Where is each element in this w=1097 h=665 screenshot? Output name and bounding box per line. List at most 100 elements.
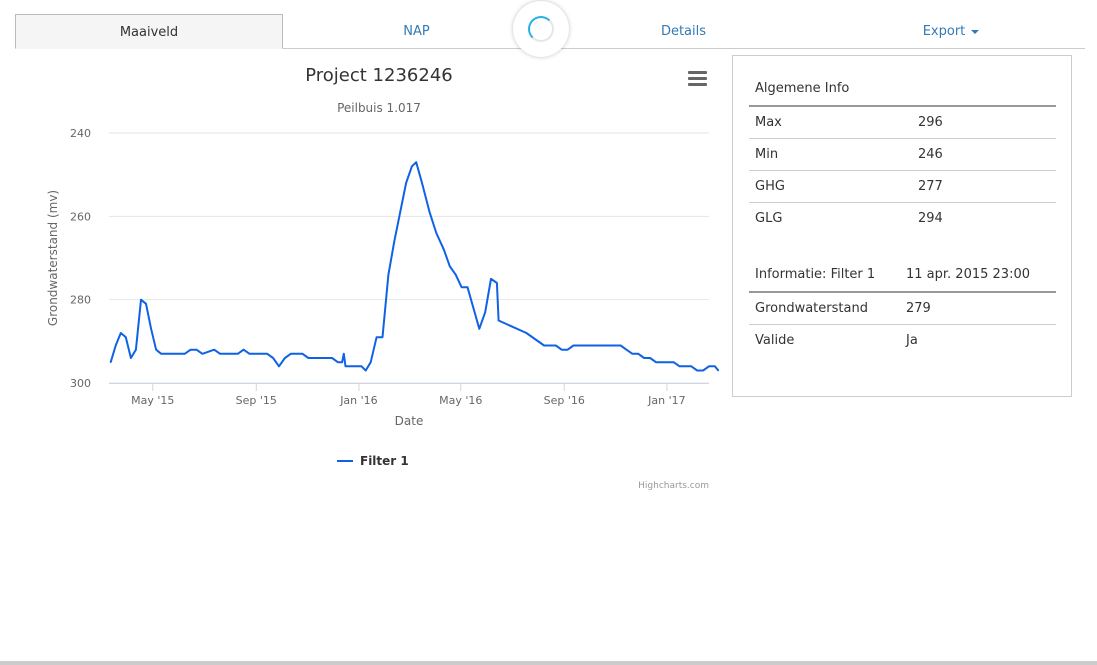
data-point [643, 357, 645, 359]
tab-export[interactable]: Export [817, 14, 1085, 48]
data-point [649, 357, 651, 359]
y-tick-label: 260 [70, 210, 91, 223]
data-point [120, 332, 122, 334]
tab-bar: Maaiveld NAP Details Export [15, 14, 1085, 49]
data-point [130, 357, 132, 359]
data-point [360, 365, 363, 368]
info-row-glg: GLG 294 [749, 203, 1056, 235]
info-label: GHG [749, 170, 912, 203]
data-point [555, 344, 557, 347]
data-point [661, 361, 663, 364]
data-point [160, 353, 162, 355]
data-point [231, 353, 233, 355]
data-point [278, 365, 280, 368]
data-point [266, 353, 268, 355]
data-point [290, 353, 292, 355]
y-tick-label: 240 [70, 127, 91, 140]
x-axis-title: Date [395, 414, 424, 428]
y-axis-title: Grondwaterstand (mv) [46, 190, 60, 326]
data-point [341, 361, 343, 364]
info-value: Ja [906, 333, 918, 348]
data-point [428, 211, 431, 213]
filter-row-grondwaterstand: Grondwaterstand 279 [749, 292, 1056, 325]
data-point [189, 348, 192, 351]
bottom-border [0, 661, 1097, 665]
data-point [496, 282, 498, 284]
data-point [449, 265, 451, 268]
data-point [525, 332, 528, 334]
groundwater-chart: Project 1236246 Peilbuis 1.017 240 260 280 30… [46, 65, 720, 491]
data-point [219, 353, 221, 355]
data-point [484, 311, 487, 313]
tab-details[interactable]: Details [660, 24, 707, 39]
info-row-max: Max 296 [749, 106, 1056, 139]
data-point [369, 361, 372, 364]
data-point [454, 273, 457, 276]
data-point [690, 365, 693, 368]
data-point [560, 348, 563, 351]
data-point [543, 344, 545, 347]
x-tick-label: May '16 [439, 394, 482, 407]
data-point [572, 344, 575, 347]
data-point [655, 361, 657, 364]
data-point [478, 328, 481, 330]
data-point [637, 353, 640, 355]
data-point [435, 232, 438, 234]
data-point [443, 248, 445, 251]
x-tick-label: May '15 [131, 394, 174, 407]
info-value: 246 [912, 138, 1056, 171]
filter-info-table: Informatie: Filter 1 11 apr. 2015 23:00 … [749, 258, 1056, 356]
data-point [155, 348, 157, 351]
data-point [387, 273, 390, 276]
data-point [466, 286, 469, 288]
data-point [460, 286, 463, 288]
data-point [696, 369, 698, 372]
data-point [301, 353, 304, 355]
data-point [272, 357, 274, 359]
tab-nap[interactable]: NAP [403, 24, 430, 39]
chart-title: Project 1236246 [305, 65, 452, 86]
data-point [135, 348, 137, 351]
data-point [201, 353, 204, 355]
data-point [393, 240, 396, 243]
data-point [714, 365, 716, 368]
data-point [472, 307, 475, 309]
x-tick-label: Sep '16 [544, 394, 585, 407]
data-point [183, 353, 186, 355]
data-point [497, 319, 500, 322]
data-point [364, 369, 367, 372]
tab-maaiveld[interactable]: Maaiveld [15, 14, 283, 49]
data-point [678, 365, 681, 368]
info-label: GLG [755, 211, 783, 226]
chart-subtitle: Peilbuis 1.017 [337, 101, 421, 115]
data-point [260, 353, 263, 355]
hamburger-icon[interactable] [688, 71, 707, 86]
data-point [702, 369, 704, 372]
data-point [411, 165, 413, 168]
data-point [150, 328, 152, 330]
data-point [625, 348, 628, 351]
spinner-icon [528, 16, 554, 42]
data-point [421, 182, 423, 184]
caret-down-icon [971, 29, 980, 34]
series-line-filter-1 [109, 161, 720, 372]
general-info-table: Algemene Info Max 296 Min 246 GHG 277 GL… [749, 72, 1056, 234]
info-label: Valide [755, 333, 795, 348]
data-point [319, 357, 322, 359]
info-row-min: Min 246 [749, 138, 1056, 171]
data-point [343, 353, 345, 355]
y-tick-label: 280 [70, 294, 91, 307]
data-point [248, 353, 251, 355]
tab-export-label: Export [922, 24, 966, 39]
data-point [405, 182, 407, 184]
data-point [114, 344, 117, 347]
data-point [213, 348, 215, 351]
data-point [344, 365, 347, 368]
data-point [172, 353, 174, 355]
data-point [195, 348, 198, 351]
data-point [549, 344, 551, 347]
info-panel: Algemene Info Max 296 Min 246 GHG 277 GL… [732, 55, 1072, 397]
data-point [717, 369, 720, 372]
data-point [566, 348, 569, 351]
data-point [619, 344, 622, 347]
